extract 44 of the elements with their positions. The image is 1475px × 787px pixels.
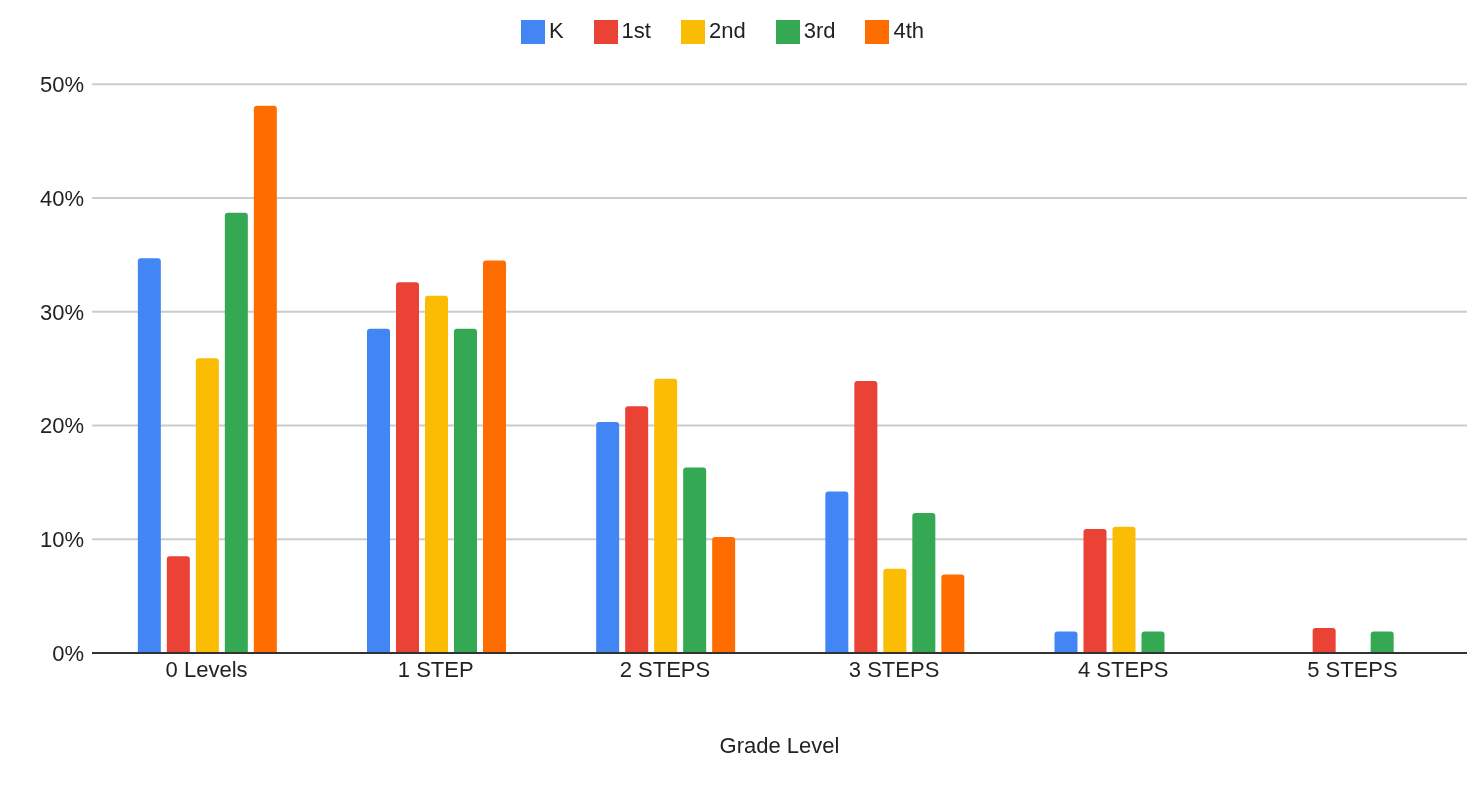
bar	[596, 422, 620, 653]
legend-label: 2nd	[708, 18, 746, 43]
bar	[854, 381, 878, 653]
y-tick-label: 20%	[39, 413, 84, 439]
bar	[454, 328, 477, 653]
bar	[1370, 631, 1394, 653]
bar	[1083, 529, 1107, 653]
legend-label: 3rd	[803, 18, 836, 43]
bar	[396, 282, 419, 653]
x-axis-title: Grade Level	[719, 733, 840, 758]
x-tick-label: 1 STEP	[397, 656, 474, 682]
x-tick-label: 2 STEPS	[619, 656, 711, 682]
bar	[1112, 526, 1136, 653]
bar	[195, 358, 219, 653]
bar	[425, 295, 448, 653]
bar	[1312, 627, 1336, 653]
y-tick-label: 40%	[39, 185, 84, 211]
bar	[941, 574, 965, 653]
bar	[1054, 631, 1078, 653]
y-tick-label: 30%	[39, 299, 84, 325]
bar	[253, 105, 277, 653]
bar	[224, 212, 248, 653]
x-tick-label: 5 STEPS	[1307, 656, 1398, 682]
bar	[137, 258, 161, 653]
legend-label: 1st	[621, 18, 651, 43]
y-tick-label: 0%	[52, 640, 84, 666]
x-tick-label: 3 STEPS	[848, 656, 940, 682]
bar	[625, 406, 649, 653]
bar	[883, 568, 907, 653]
bar	[683, 467, 707, 653]
bar	[483, 260, 506, 653]
bar	[367, 328, 390, 653]
bar	[166, 556, 190, 653]
bar	[654, 378, 678, 653]
bar	[825, 491, 849, 653]
y-tick-label: 10%	[39, 527, 84, 553]
legend-label: 4th	[893, 18, 925, 43]
x-tick-label: 4 STEPS	[1078, 656, 1169, 682]
y-tick-label: 50%	[39, 72, 84, 97]
legend-label: K	[548, 18, 564, 43]
bar	[912, 513, 936, 653]
bar	[712, 536, 736, 653]
x-tick-label: 0 Levels	[165, 656, 248, 682]
bar	[1141, 631, 1165, 653]
